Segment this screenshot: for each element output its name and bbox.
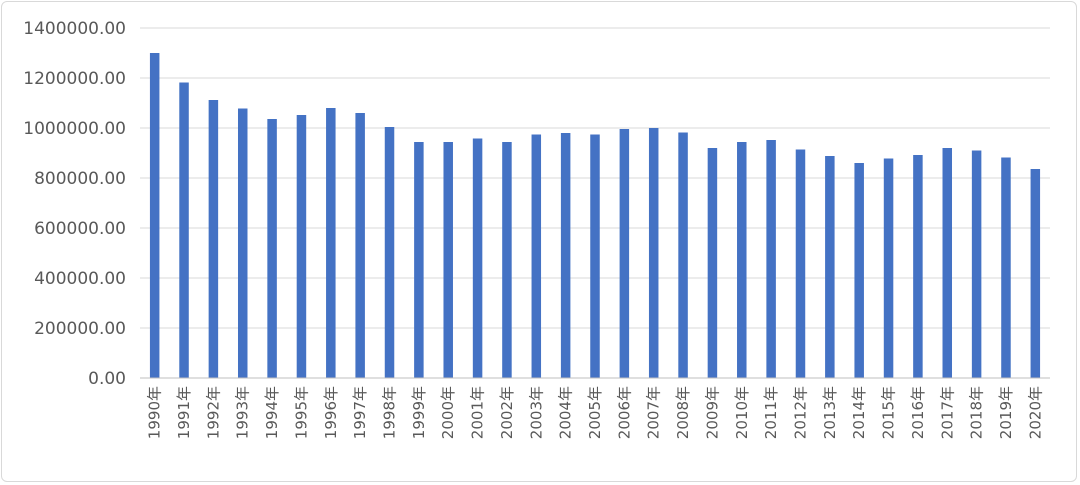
bars bbox=[149, 53, 1041, 378]
x-category-label: 2013年 bbox=[821, 386, 839, 439]
bar bbox=[854, 163, 864, 378]
bar bbox=[267, 119, 277, 378]
x-category-label: 1998年 bbox=[381, 386, 399, 439]
x-category-label: 2014年 bbox=[850, 386, 868, 439]
x-category-label: 2012年 bbox=[791, 386, 809, 439]
y-tick-label: 400000.00 bbox=[34, 269, 126, 289]
x-category-label: 2019年 bbox=[997, 386, 1015, 439]
x-category-label: 1999年 bbox=[410, 386, 428, 439]
y-axis-tick-labels: 0.00 200000.00 400000.00 600000.00 800000.00… bbox=[23, 19, 126, 389]
bar bbox=[237, 108, 248, 378]
bar bbox=[208, 100, 219, 378]
bar bbox=[942, 148, 953, 378]
bar bbox=[502, 142, 512, 378]
x-category-label: 2003年 bbox=[527, 386, 545, 439]
bar bbox=[590, 134, 600, 378]
x-category-label: 1995年 bbox=[292, 386, 310, 439]
x-category-label: 2016年 bbox=[909, 386, 927, 439]
bar bbox=[472, 138, 483, 378]
bar bbox=[825, 156, 835, 378]
x-category-label: 2020年 bbox=[1026, 386, 1044, 439]
bar bbox=[619, 129, 630, 378]
y-tick-label: 0.00 bbox=[88, 369, 126, 389]
y-tick-label: 800000.00 bbox=[34, 169, 126, 189]
y-tick-label: 1200000.00 bbox=[23, 69, 126, 89]
y-tick-label: 200000.00 bbox=[34, 319, 126, 339]
x-category-label: 2017年 bbox=[938, 386, 956, 439]
x-category-label: 1991年 bbox=[175, 386, 193, 439]
bar bbox=[883, 158, 894, 378]
x-category-label: 2007年 bbox=[645, 386, 663, 439]
bar bbox=[531, 134, 542, 378]
bar bbox=[648, 128, 659, 378]
y-tick-label: 1000000.00 bbox=[23, 119, 126, 139]
x-category-label: 2015年 bbox=[880, 386, 898, 439]
x-axis-category-labels: 1990年 1991年 1992年 1993年 1994年 1995年 1996年 1997年… bbox=[146, 386, 1045, 439]
x-category-label: 2002年 bbox=[498, 386, 516, 439]
bar bbox=[678, 132, 688, 378]
x-category-label: 2000年 bbox=[439, 386, 457, 439]
bar bbox=[913, 155, 923, 378]
x-category-label: 2008年 bbox=[674, 386, 692, 439]
gridlines bbox=[140, 27, 1050, 329]
x-category-label: 2011年 bbox=[762, 386, 780, 439]
x-category-label: 1994年 bbox=[263, 386, 281, 439]
bar bbox=[326, 108, 336, 378]
x-category-label: 2006年 bbox=[615, 386, 633, 439]
x-category-label: 2010年 bbox=[733, 386, 751, 439]
x-category-label: 1990年 bbox=[146, 386, 164, 439]
x-category-label: 2001年 bbox=[469, 386, 487, 439]
x-category-label: 1993年 bbox=[234, 386, 252, 439]
bar bbox=[179, 82, 189, 378]
bar bbox=[1001, 157, 1011, 378]
bar bbox=[414, 142, 424, 378]
bar bbox=[707, 148, 718, 378]
bar bbox=[1030, 169, 1041, 378]
y-tick-label: 600000.00 bbox=[34, 219, 126, 239]
bar bbox=[384, 127, 395, 378]
bar bbox=[737, 142, 747, 378]
bar bbox=[795, 149, 806, 378]
x-category-label: 1992年 bbox=[204, 386, 222, 439]
x-category-label: 2004年 bbox=[557, 386, 575, 439]
x-category-label: 2005年 bbox=[586, 386, 604, 439]
bar bbox=[971, 150, 982, 378]
x-category-label: 1996年 bbox=[322, 386, 340, 439]
x-category-label: 1997年 bbox=[351, 386, 369, 439]
bar bbox=[443, 142, 453, 378]
bar bbox=[149, 53, 160, 378]
x-category-label: 2009年 bbox=[703, 386, 721, 439]
bar bbox=[355, 113, 365, 378]
x-category-label: 2018年 bbox=[968, 386, 986, 439]
y-tick-label: 1400000.00 bbox=[23, 19, 126, 39]
bar bbox=[296, 115, 307, 378]
bar bbox=[766, 140, 776, 378]
bar bbox=[560, 133, 571, 378]
